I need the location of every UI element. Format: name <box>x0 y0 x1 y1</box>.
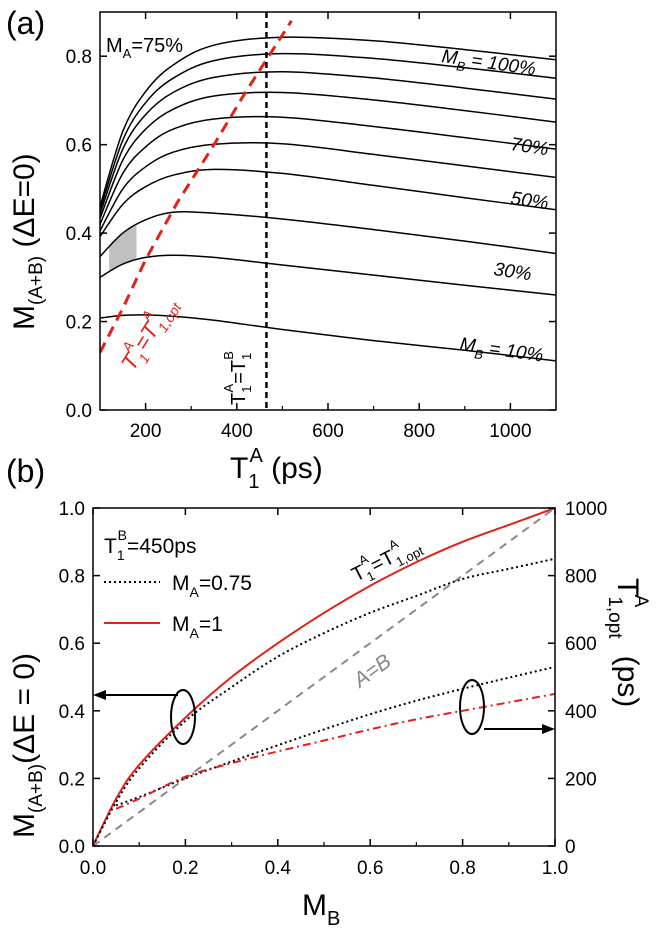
panel-b-x-axis-title: MB <box>302 889 340 930</box>
a-ytick-label: 0.4 <box>66 224 93 245</box>
b-series-0 <box>93 508 555 846</box>
panel-a: (a) 200 400 600 800 1000 0.0 0.2 0.4 0.6 0.8 T1A… <box>6 5 557 493</box>
a-xtick-label: 1000 <box>489 421 531 442</box>
b-y2tick-label: 600 <box>565 634 597 655</box>
panel-b: (b) 0.0 0.2 0.4 0.6 0.8 1.0 0.0 0.2 0.4 0.6 0.8 1.… <box>6 453 651 930</box>
panel-a-y-axis-title: M(A+B) (ΔE=0) <box>8 153 47 330</box>
a-xtick-label: 200 <box>130 421 162 442</box>
b-y2tick-label: 800 <box>565 567 597 588</box>
legend-ma075-label: MA=0.75 <box>172 572 252 600</box>
a-ytick-label: 0.2 <box>66 313 92 334</box>
a-ytick-label: 0.8 <box>66 47 92 68</box>
curve-mb-30 <box>100 211 556 258</box>
panel-b-label: (b) <box>6 453 45 489</box>
panel-b-x-ticks: 0.0 0.2 0.4 0.6 0.8 1.0 <box>80 508 568 879</box>
legend-header: T1B=450ps <box>104 527 196 563</box>
a-ytick-label: 0.6 <box>66 136 92 157</box>
panel-a-mb100-label: MB = 100% <box>440 46 537 84</box>
panel-a-mb70-label: 70% <box>509 134 550 160</box>
b-ytick-label: 0.8 <box>59 567 85 588</box>
panel-b-plot-area <box>93 508 555 846</box>
b-series-3 <box>115 665 555 807</box>
b-xtick-label: 0.2 <box>172 858 198 879</box>
b-ytick-label: 1.0 <box>59 499 85 520</box>
curve-mb-80 <box>100 70 556 215</box>
curve-mb-60 <box>100 115 556 225</box>
curve-mb-10 <box>100 314 556 362</box>
panel-a-y-ticks: 0.0 0.2 0.4 0.6 0.8 <box>66 47 556 422</box>
curve-mb-20 <box>100 254 556 296</box>
b-xtick-label: 0.8 <box>449 858 475 879</box>
b-xtick-label: 0.4 <box>265 858 292 879</box>
b-xtick-label: 0.6 <box>357 858 383 879</box>
b-y2tick-label: 1000 <box>565 499 607 520</box>
panel-a-label: (a) <box>6 5 45 41</box>
b-xtick-label: 1.0 <box>542 858 568 879</box>
panel-a-x-axis-title: T1A (ps) <box>230 445 323 493</box>
b-ytick-label: 0.0 <box>59 837 85 858</box>
panel-a-plot-area <box>100 12 556 410</box>
left-arrow-head <box>93 690 106 700</box>
panel-a-opt-annotation: T1A=T1,optA <box>111 289 185 378</box>
b-series-4 <box>115 692 555 810</box>
right-arrow-head <box>542 724 555 734</box>
panel-a-eq-annotation: T1A=T1B <box>221 351 254 405</box>
panel-a-mb10-label: MB = 10% <box>458 334 545 370</box>
curve-mb-50 <box>100 142 556 232</box>
b-y2tick-label: 400 <box>565 702 597 723</box>
curve-mb-40 <box>100 168 556 238</box>
b-series-1 <box>93 557 555 846</box>
b-ytick-label: 0.4 <box>59 702 86 723</box>
curve-mb-70 <box>100 91 556 219</box>
a-xtick-label: 600 <box>312 421 344 442</box>
curve-mb-100 <box>100 36 556 207</box>
panel-b-ab-annotation: A=B <box>348 650 396 693</box>
panel-a-mb30-label: 30% <box>492 259 533 285</box>
a-ytick-label: 0.0 <box>66 401 92 422</box>
panel-a-ma-annotation: MA=75% <box>106 35 183 61</box>
panel-b-y-ticks: 0.0 0.2 0.4 0.6 0.8 1.0 <box>59 499 100 858</box>
opt-line <box>100 19 293 354</box>
shaded-region <box>109 225 137 272</box>
b-y2tick-label: 200 <box>565 769 597 790</box>
a-xtick-label: 400 <box>221 421 253 442</box>
panel-b-opt-annotation: T1A=T1,optA <box>345 527 426 590</box>
right-ellipse <box>459 679 485 735</box>
left-ellipse <box>170 689 196 745</box>
panel-a-x-ticks: 200 400 600 800 1000 <box>130 12 557 442</box>
b-xtick-label: 0.0 <box>80 858 106 879</box>
panel-b-y2-axis-title: T1,opt A (ps) <box>604 578 651 707</box>
b-y2tick-label: 0 <box>565 837 576 858</box>
panel-b-y-axis-title: M(A+B)(ΔE = 0) <box>8 653 47 838</box>
panel-a-mb50-label: 50% <box>509 188 550 214</box>
legend-ma1-label: MA=1 <box>172 613 223 641</box>
b-ytick-label: 0.2 <box>59 769 85 790</box>
b-ytick-label: 0.6 <box>59 634 85 655</box>
b-series-2 <box>93 508 555 846</box>
panel-b-y2-ticks: 0 200 400 600 800 1000 <box>548 499 607 858</box>
a-xtick-label: 800 <box>403 421 435 442</box>
curve-mb-90 <box>100 52 556 211</box>
